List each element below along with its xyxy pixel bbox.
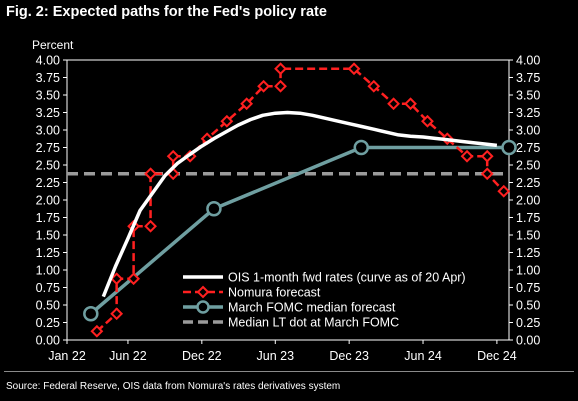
- series-nomura-point: [110, 272, 124, 286]
- series-nomura-point: [367, 79, 381, 93]
- x-tick-label: Dec 24: [477, 349, 517, 363]
- series-nomura-point: [497, 184, 511, 198]
- series-nomura-point: [90, 324, 104, 338]
- series-fomc-line: [89, 145, 509, 316]
- y-tick-label-right: 2.00: [516, 194, 540, 208]
- series-nomura-point: [274, 79, 287, 93]
- y-tick-label-left: 2.25: [36, 176, 60, 190]
- series-nomura-point: [387, 97, 400, 111]
- legend-label: March FOMC median forecast: [228, 301, 396, 315]
- y-tick-label-left: 0.00: [36, 334, 60, 348]
- y-tick-label-left: 4.00: [36, 54, 60, 68]
- y-tick-label-left: 0.25: [36, 316, 60, 330]
- series-fomc-point: [83, 306, 99, 322]
- y-tick-label-right: 3.75: [516, 71, 540, 85]
- y-tick-label-right: 3.00: [516, 124, 540, 138]
- series-fomc-point: [501, 139, 517, 156]
- y-tick-label-right: 1.00: [516, 264, 540, 278]
- y-tick-label-right: 1.50: [516, 229, 540, 243]
- y-tick-label-right: 0.25: [516, 316, 540, 330]
- legend-label: Median LT dot at March FOMC: [228, 316, 399, 330]
- legend: OIS 1-month fwd rates (curve as of 20 Ap…: [183, 271, 466, 330]
- series-nomura-point: [240, 97, 254, 111]
- series-layer: [67, 62, 517, 338]
- y-tick-label-left: 2.75: [36, 141, 60, 155]
- source-note: Source: Federal Reserve, OIS data from N…: [6, 381, 341, 392]
- x-tick-label: Dec 23: [329, 349, 369, 363]
- y-tick-label-right: 2.25: [516, 176, 540, 190]
- x-tick-label: Dec 22: [182, 349, 222, 363]
- series-fomc-point: [353, 139, 370, 156]
- y-axis-label: Percent: [32, 38, 74, 52]
- y-tick-label-left: 1.50: [36, 229, 60, 243]
- x-tick-label: Jun 22: [109, 349, 147, 363]
- y-tick-label-left: 0.50: [36, 299, 60, 313]
- y-tick-label-left: 1.00: [36, 264, 60, 278]
- y-tick-label-left: 3.25: [36, 106, 60, 120]
- legend-label: Nomura forecast: [228, 286, 321, 300]
- series-nomura-point: [220, 114, 234, 128]
- series-nomura-point: [480, 149, 494, 163]
- series-nomura-point: [257, 79, 270, 93]
- series-nomura-point: [404, 97, 417, 111]
- y-tick-label-right: 0.00: [516, 334, 540, 348]
- source-divider: [4, 371, 574, 372]
- y-tick-label-right: 1.25: [516, 246, 540, 260]
- y-tick-label-right: 3.50: [516, 89, 540, 103]
- y-tick-label-left: 0.75: [36, 281, 60, 295]
- series-nomura-point: [144, 167, 157, 181]
- series-nomura-point: [460, 149, 474, 163]
- series-nomura-point: [347, 62, 361, 76]
- y-tick-label-right: 1.75: [516, 211, 540, 225]
- y-tick-label-right: 2.75: [516, 141, 540, 155]
- x-tick-label: Jun 23: [257, 349, 295, 363]
- series-nomura-point: [110, 307, 124, 321]
- y-tick-label-left: 3.00: [36, 124, 60, 138]
- series-nomura-point: [480, 167, 494, 181]
- y-tick-label-right: 3.25: [516, 106, 540, 120]
- legend-swatch-nomura-marker: [196, 285, 210, 299]
- series-nomura-point: [274, 62, 287, 76]
- y-tick-label-left: 2.00: [36, 194, 60, 208]
- series-fomc-point: [206, 201, 222, 217]
- legend-label: OIS 1-month fwd rates (curve as of 20 Ap…: [228, 271, 466, 285]
- legend-swatch-fomc-marker: [196, 300, 210, 314]
- x-tick-label: Jun 24: [404, 349, 442, 363]
- y-ticks-right: 0.00 0.25 0.50 0.75 1.00 1.25 1.50 1.75 2.00 2.25…: [509, 54, 540, 348]
- series-nomura-point: [144, 219, 157, 233]
- y-tick-label-right: 0.75: [516, 281, 540, 295]
- y-tick-label-right: 2.50: [516, 159, 540, 173]
- series-ois-line: [101, 110, 498, 298]
- x-tick-label: Jan 22: [48, 349, 86, 363]
- y-tick-label-left: 1.25: [36, 246, 60, 260]
- series-nomura-point: [421, 114, 434, 128]
- y-tick-label-left: 3.75: [36, 71, 60, 85]
- x-ticks: Jan 22 Jun 22 Dec 22 Jun 23 Dec 23 Jun 24 Dec …: [48, 340, 517, 363]
- series-nomura-point: [127, 272, 141, 286]
- y-ticks-left: 0.00 0.25 0.50 0.75 1.00 1.25 1.50 1.75 2.00 2.25…: [36, 54, 67, 348]
- y-tick-label-right: 4.00: [516, 54, 540, 68]
- chart-title: Fig. 2: Expected paths for the Fed's pol…: [6, 4, 327, 20]
- series-nomura-point: [166, 149, 180, 163]
- y-tick-label-left: 2.50: [36, 159, 60, 173]
- y-tick-label-right: 0.50: [516, 299, 540, 313]
- y-tick-label-left: 1.75: [36, 211, 60, 225]
- y-tick-label-left: 3.50: [36, 89, 60, 103]
